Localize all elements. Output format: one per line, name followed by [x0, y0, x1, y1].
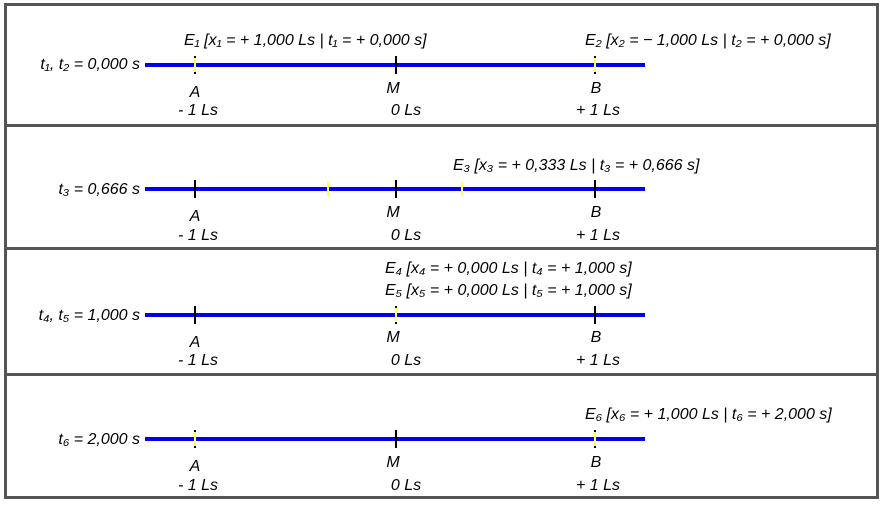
event-label-e4: E₄ [x₄ = + 0,000 Ls | t₄ = + 1,000 s] — [385, 260, 632, 277]
point-m-pos: 0 Ls — [390, 477, 422, 494]
event-label-e1: E₁ [x₁ = + 1,000 Ls | t₁ = + 0,000 s] — [184, 32, 427, 49]
light-marker-left — [327, 182, 329, 196]
point-b-pos: + 1 Ls — [575, 102, 621, 119]
point-a-name: A — [189, 458, 201, 475]
tick-m — [395, 430, 397, 448]
point-b-name: B — [590, 329, 602, 346]
point-a-pos: - 1 Ls — [177, 227, 218, 244]
event-label-e3: E₃ [x₃ = + 0,333 Ls | t₃ = + 0,666 s] — [453, 157, 700, 174]
event-label-e5: E₅ [x₅ = + 0,000 Ls | t₅ = + 1,000 s] — [385, 282, 632, 299]
point-m-name: M — [386, 454, 400, 471]
event-marker-e3 — [461, 182, 463, 196]
point-a-name: A — [189, 84, 201, 101]
point-m-name: M — [386, 329, 400, 346]
point-b-name: B — [590, 80, 602, 97]
point-a-pos: - 1 Ls — [177, 102, 218, 119]
event-marker-e1 — [194, 58, 196, 72]
point-a-pos: - 1 Ls — [177, 477, 218, 494]
diagram-frame — [4, 3, 879, 499]
point-m-pos: 0 Ls — [390, 352, 422, 369]
time-label: t₄, t₅ = 1,000 s — [38, 307, 140, 324]
point-a-name: A — [189, 334, 201, 351]
point-b-pos: + 1 Ls — [575, 227, 621, 244]
panel-divider — [4, 124, 879, 127]
tick-a — [194, 306, 196, 324]
panel-divider — [4, 247, 879, 250]
event-label-e6: E₆ [x₆ = + 1,000 Ls | t₆ = + 2,000 s] — [585, 406, 832, 423]
point-a-name: A — [189, 208, 201, 225]
point-a-pos: - 1 Ls — [177, 352, 218, 369]
tick-a — [194, 180, 196, 198]
tick-b — [594, 180, 596, 198]
time-label: t₃ = 0,666 s — [58, 181, 140, 198]
event-marker-e6 — [594, 432, 596, 446]
point-b-pos: + 1 Ls — [575, 477, 621, 494]
event-label-e2: E₂ [x₂ = − 1,000 Ls | t₂ = + 0,000 s] — [585, 32, 831, 49]
point-m-pos: 0 Ls — [390, 102, 422, 119]
panel-divider — [4, 373, 879, 376]
time-label: t₁, t₂ = 0,000 s — [40, 56, 140, 73]
tick-b — [594, 306, 596, 324]
point-m-name: M — [386, 80, 400, 97]
point-b-pos: + 1 Ls — [575, 352, 621, 369]
time-label: t₆ = 2,000 s — [58, 431, 140, 448]
event-marker-e2 — [594, 58, 596, 72]
tick-m — [395, 180, 397, 198]
point-m-name: M — [386, 204, 400, 221]
point-b-name: B — [590, 454, 602, 471]
light-marker-a — [194, 432, 196, 446]
event-marker-e4-e5 — [395, 308, 397, 322]
tick-m — [395, 56, 397, 74]
point-m-pos: 0 Ls — [390, 227, 422, 244]
point-b-name: B — [590, 204, 602, 221]
